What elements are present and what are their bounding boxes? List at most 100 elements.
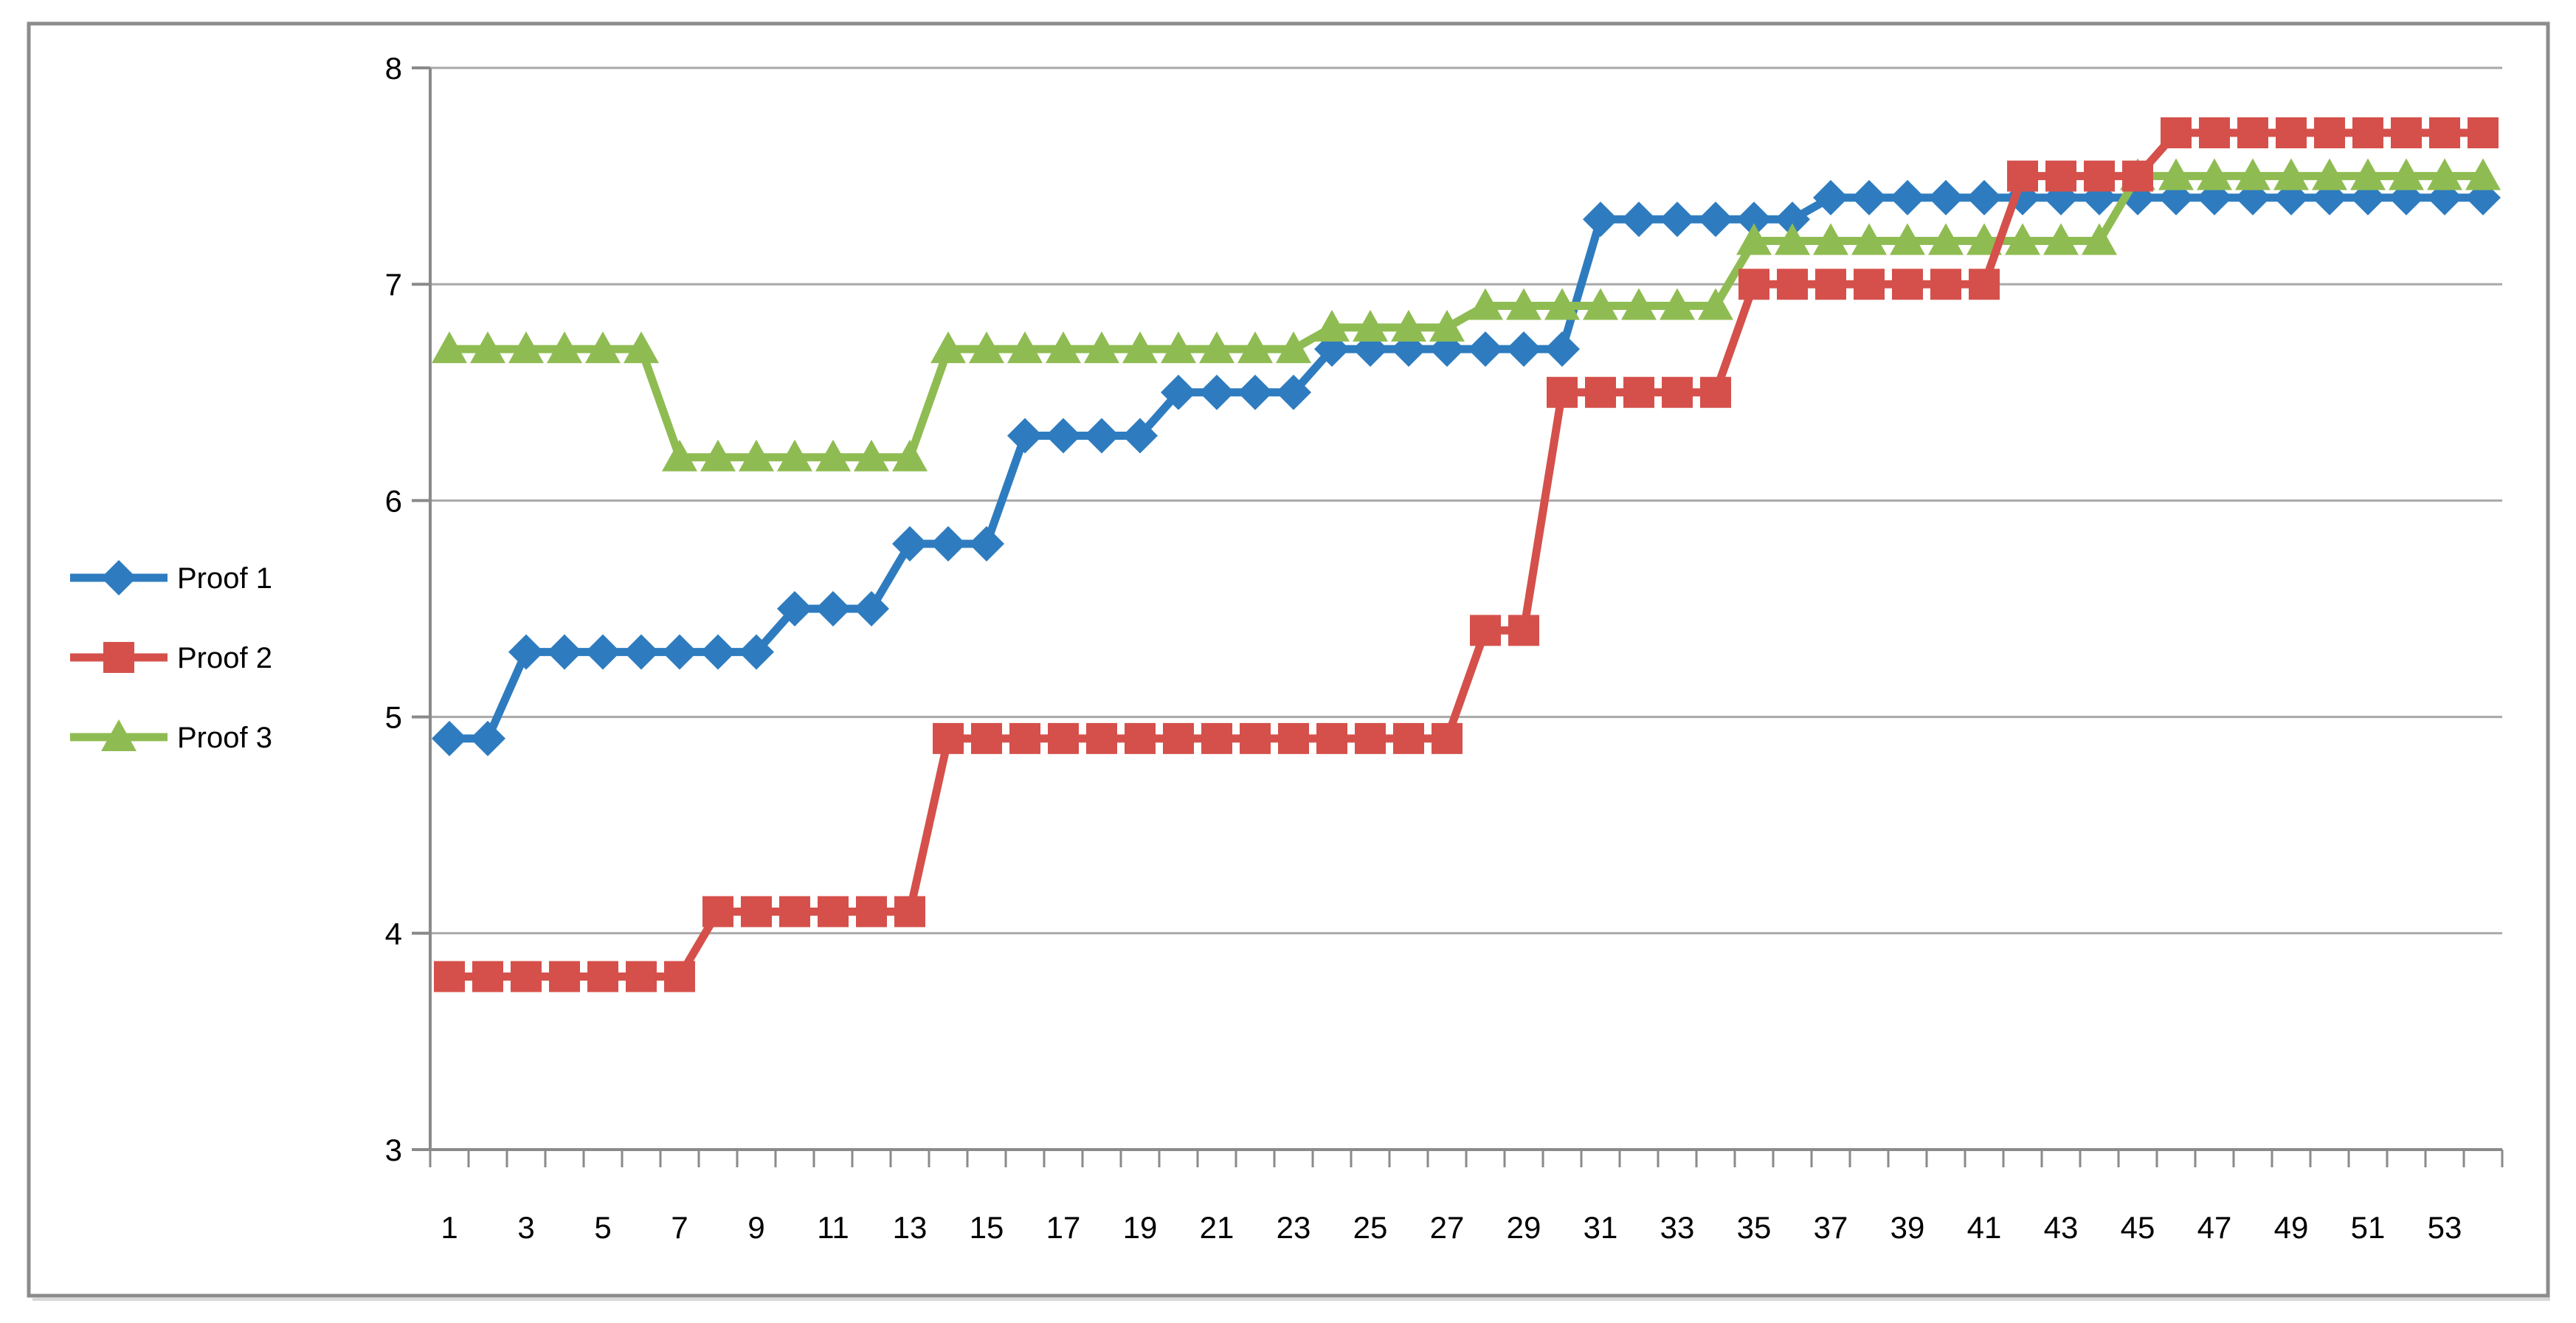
- square-marker: [2352, 117, 2383, 148]
- diamond-marker: [547, 634, 582, 670]
- x-axis-label-35: 35: [1737, 1210, 1772, 1245]
- triangle-marker: [1122, 331, 1158, 364]
- triangle-marker: [2043, 223, 2079, 255]
- x-axis-label-25: 25: [1353, 1210, 1388, 1245]
- triangle-marker: [1007, 331, 1043, 364]
- x-axis-label-17: 17: [1046, 1210, 1081, 1245]
- legend-diamond-icon: [101, 560, 137, 595]
- diamond-marker: [1928, 179, 1964, 215]
- series-proof-2: [434, 117, 2499, 992]
- triangle-marker: [969, 331, 1004, 364]
- triangle-marker: [662, 439, 697, 471]
- square-marker: [2468, 117, 2499, 148]
- diamond-marker: [2235, 179, 2271, 215]
- triangle-marker: [1966, 223, 2002, 255]
- diamond-marker: [470, 720, 505, 756]
- square-marker: [1125, 722, 1156, 754]
- square-marker: [472, 961, 503, 992]
- square-marker: [2161, 117, 2192, 148]
- diamond-marker: [2120, 179, 2155, 215]
- diamond-marker: [969, 526, 1004, 562]
- square-marker: [1086, 722, 1117, 754]
- diamond-marker: [1660, 201, 1695, 238]
- square-marker: [1009, 722, 1040, 754]
- triangle-marker: [1775, 223, 1810, 255]
- square-marker: [664, 961, 695, 992]
- triangle-marker: [1506, 288, 1541, 320]
- square-marker: [2122, 160, 2153, 192]
- triangle-marker: [2350, 158, 2386, 190]
- diamond-marker: [1237, 374, 1273, 410]
- triangle-marker: [1851, 223, 1887, 255]
- square-marker: [1585, 376, 1616, 408]
- x-axis-label-39: 39: [1890, 1210, 1925, 1245]
- square-marker: [933, 722, 964, 754]
- square-marker: [1738, 269, 1769, 300]
- square-marker: [1969, 269, 2000, 300]
- y-axis-label-7: 7: [385, 267, 402, 302]
- diamond-marker: [1084, 418, 1119, 454]
- square-marker: [2391, 117, 2422, 148]
- diamond-marker: [2389, 179, 2424, 215]
- diamond-marker: [1046, 418, 1081, 454]
- triangle-marker: [1621, 288, 1657, 320]
- diamond-marker: [1276, 374, 1311, 410]
- square-marker: [1892, 269, 1923, 300]
- triangle-marker: [1161, 331, 1196, 364]
- x-axis-label-7: 7: [671, 1210, 688, 1245]
- diamond-marker: [2082, 179, 2117, 215]
- triangle-marker: [508, 331, 544, 364]
- square-marker: [818, 896, 849, 928]
- diamond-marker: [1007, 418, 1043, 454]
- triangle-marker: [2158, 158, 2194, 190]
- x-axis-label-53: 53: [2428, 1210, 2462, 1245]
- diamond-marker: [1544, 331, 1580, 367]
- diamond-marker: [662, 634, 697, 670]
- diamond-marker: [892, 526, 928, 562]
- series-proof-3: [432, 158, 2501, 471]
- x-axis-label-31: 31: [1584, 1210, 1618, 1245]
- x-axis-label-13: 13: [893, 1210, 928, 1245]
- square-marker: [1240, 722, 1271, 754]
- legend-square-icon: [103, 642, 134, 673]
- triangle-marker: [1468, 288, 1503, 320]
- x-axis-label-5: 5: [594, 1210, 611, 1245]
- x-axis-label-49: 49: [2274, 1210, 2309, 1245]
- diamond-marker: [1890, 179, 1925, 215]
- diamond-marker: [1813, 179, 1848, 215]
- legend: Proof 1 Proof 2 Proof 3: [70, 560, 272, 754]
- diamond-marker: [2427, 179, 2462, 215]
- x-axis-label-1: 1: [441, 1210, 457, 1245]
- diamond-marker: [2350, 179, 2386, 215]
- triangle-marker: [2197, 158, 2232, 190]
- diamond-marker: [1506, 331, 1541, 367]
- diamond-marker: [1966, 179, 2002, 215]
- square-marker: [1700, 376, 1731, 408]
- triangle-marker: [2005, 223, 2040, 255]
- square-marker: [511, 961, 542, 992]
- triangle-marker: [1928, 223, 1964, 255]
- square-marker: [1048, 722, 1079, 754]
- triangle-marker: [1391, 309, 1426, 342]
- square-marker: [626, 961, 657, 992]
- square-marker: [587, 961, 618, 992]
- legend-label-proof2: Proof 2: [177, 642, 272, 674]
- x-axis-label-11: 11: [817, 1210, 849, 1245]
- square-marker: [2276, 117, 2307, 148]
- square-marker: [779, 896, 810, 928]
- square-marker: [1662, 376, 1693, 408]
- diamond-marker: [1736, 201, 1772, 238]
- diamond-marker: [508, 634, 544, 670]
- x-axis-label-15: 15: [970, 1210, 1004, 1245]
- x-axis-label-51: 51: [2351, 1210, 2386, 1245]
- square-marker: [549, 961, 580, 992]
- square-marker: [1470, 615, 1501, 646]
- x-axis-label-47: 47: [2197, 1210, 2232, 1245]
- y-axis-label-8: 8: [385, 51, 402, 86]
- square-marker: [2007, 160, 2038, 192]
- diamond-marker: [2465, 179, 2501, 215]
- x-axis-label-41: 41: [1967, 1210, 2002, 1245]
- square-marker: [1508, 615, 1539, 646]
- legend-item-proof1: Proof 1: [70, 560, 272, 595]
